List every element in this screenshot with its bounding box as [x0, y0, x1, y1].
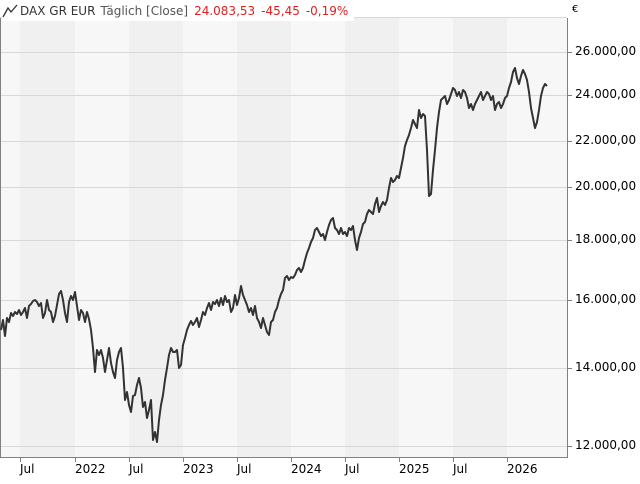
x-tick-label: 2024 — [291, 462, 322, 476]
x-tick-label: 2022 — [75, 462, 106, 476]
price-change-percent: -0,19% — [305, 4, 349, 18]
y-tick-label: 12.000,00 — [575, 438, 637, 452]
x-tick-label: 2025 — [399, 462, 430, 476]
currency-label: € — [572, 4, 579, 15]
line-chart-icon — [2, 4, 18, 18]
y-tick-label: 22.000,00 — [575, 133, 637, 147]
x-tick-label: Jul — [129, 462, 144, 476]
last-price: 24.083,53 — [194, 4, 256, 18]
y-tick-label: 14.000,00 — [575, 360, 637, 374]
interval-label: Täglich [Close] — [100, 4, 189, 18]
price-line — [0, 67, 548, 443]
x-tick-label: Jul — [237, 462, 252, 476]
y-tick-label: 16.000,00 — [575, 292, 637, 306]
price-change: -45,45 — [261, 4, 300, 18]
x-tick-label: Jul — [20, 462, 35, 476]
x-tick-label: 2023 — [183, 462, 214, 476]
x-tick-label: 2026 — [507, 462, 538, 476]
chart-legend: DAX GR EUR Täglich [Close] 24.083,53 -45… — [2, 1, 355, 21]
x-tick-label: Jul — [345, 462, 360, 476]
x-tick-label: Jul — [453, 462, 468, 476]
y-tick-label: 26.000,00 — [575, 44, 637, 58]
instrument-name: DAX GR EUR — [20, 4, 96, 18]
y-tick-label: 18.000,00 — [575, 232, 637, 246]
y-tick-label: 24.000,00 — [575, 87, 637, 101]
y-tick-label: 20.000,00 — [575, 179, 637, 193]
